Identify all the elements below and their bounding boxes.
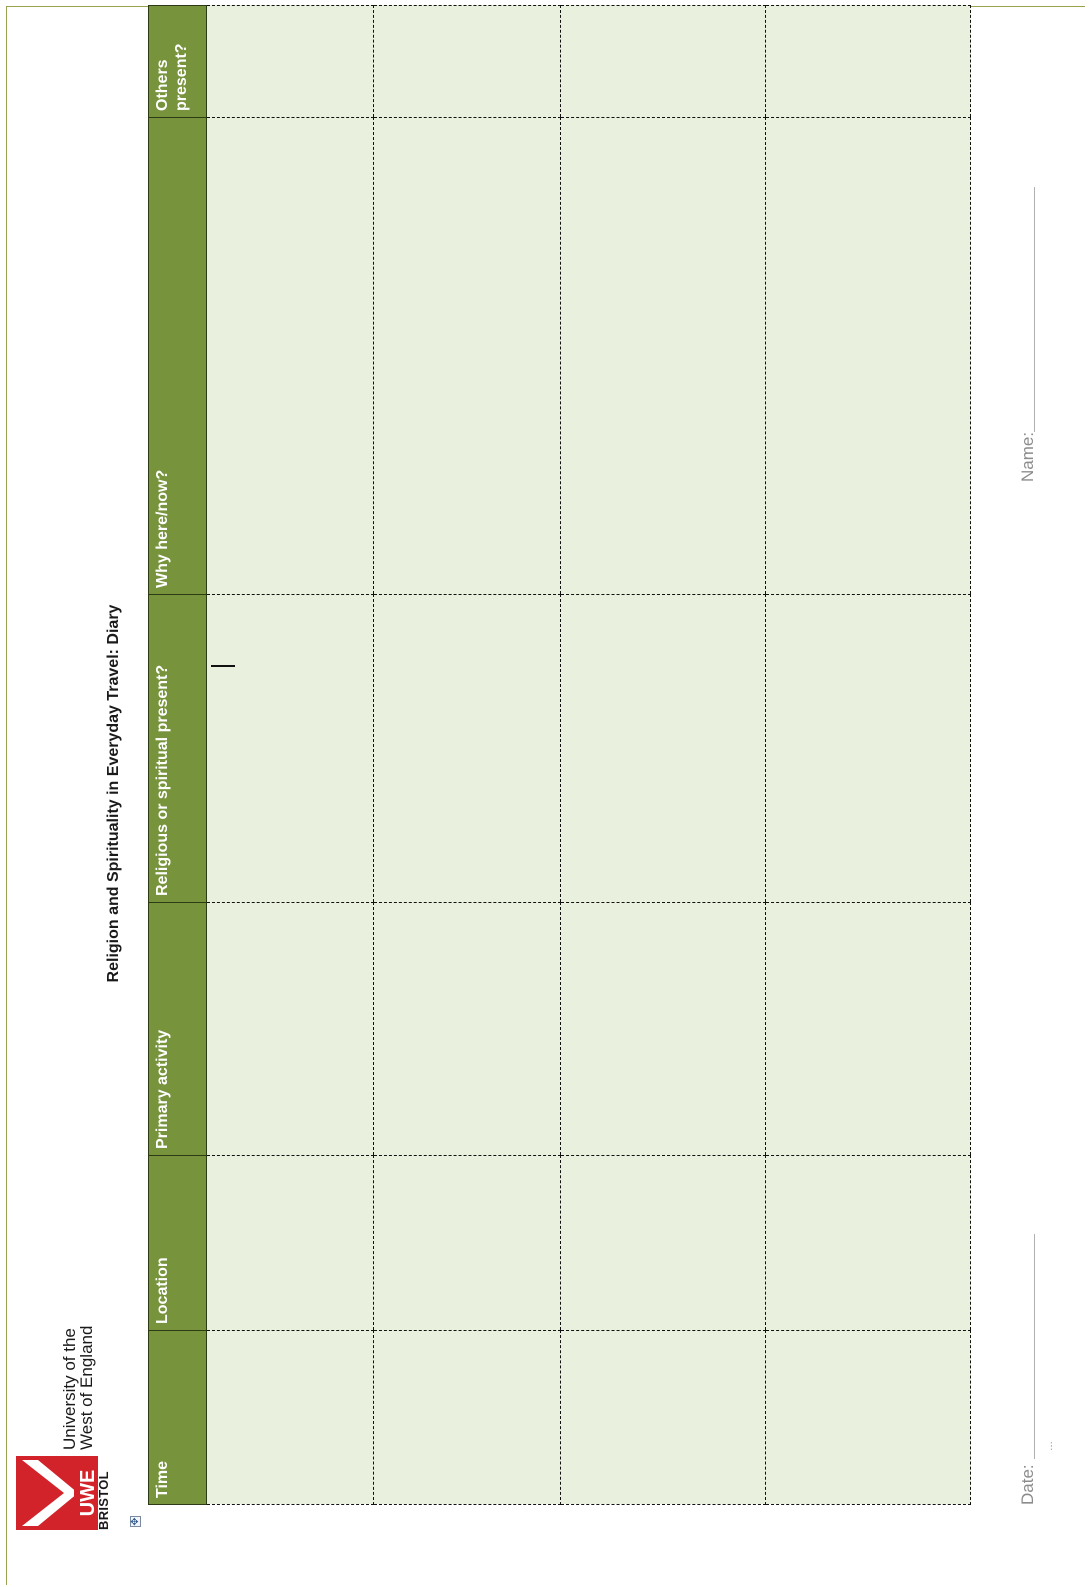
table-cell[interactable]: [373, 117, 561, 595]
logo-mark-text: UWE: [77, 1470, 98, 1517]
header-primary-activity: Primary activity: [148, 902, 207, 1156]
table-cell[interactable]: [373, 1330, 561, 1505]
table-row: [765, 5, 971, 1505]
logo-university-name: University of the West of England: [60, 1325, 96, 1450]
diary-table: Time Location Primary activity Religious…: [148, 5, 971, 1505]
table-cell[interactable]: [765, 902, 971, 1156]
table-move-handle-icon[interactable]: ✥: [130, 1516, 141, 1527]
logo-line-2: West of England: [77, 1325, 96, 1450]
table-cell[interactable]: [206, 5, 374, 118]
table-cell[interactable]: [206, 594, 374, 903]
uwe-logo-mark-icon: UWE: [16, 1456, 98, 1530]
table-cell[interactable]: [560, 594, 766, 903]
header-religious-present: Religious or spiritual present?: [148, 594, 207, 903]
header-location: Location: [148, 1155, 207, 1331]
document-title: Religion and Spirituality in Everyday Tr…: [105, 604, 122, 983]
header-time: Time: [148, 1330, 207, 1505]
logo-line-1: University of the: [60, 1328, 79, 1450]
table-cell[interactable]: [206, 1155, 374, 1331]
table-cell[interactable]: [765, 1155, 971, 1331]
table-cell[interactable]: [560, 1155, 766, 1331]
table-row: [560, 5, 766, 1505]
table-cell[interactable]: [765, 1330, 971, 1505]
table-cell[interactable]: [206, 902, 374, 1156]
table-cell[interactable]: [206, 1330, 374, 1505]
table-cell[interactable]: [373, 1155, 561, 1331]
table-cell[interactable]: [373, 902, 561, 1156]
table-cell[interactable]: [206, 117, 374, 595]
header-why-here-now: Why here/now?: [148, 117, 207, 595]
table-row: [206, 5, 374, 1505]
date-field-marker: …: [1044, 1440, 1055, 1451]
table-cell[interactable]: [765, 117, 971, 595]
table-cell[interactable]: [560, 902, 766, 1156]
name-label: Name:: [1018, 431, 1037, 482]
header-others-present: Others present?: [148, 5, 207, 118]
table-cell[interactable]: [560, 1330, 766, 1505]
date-label: Date:: [1018, 1464, 1037, 1505]
table-cell[interactable]: [765, 5, 971, 118]
table-cell[interactable]: [560, 5, 766, 118]
name-field-line[interactable]: [1034, 187, 1035, 432]
table-cell[interactable]: [765, 594, 971, 903]
university-logo: UWE BRISTOL University of the West of En…: [16, 1326, 116, 1530]
table-cell[interactable]: [373, 594, 561, 903]
table-row: [373, 5, 561, 1505]
table-cell[interactable]: [373, 5, 561, 118]
table-cell[interactable]: [560, 117, 766, 595]
text-cursor: [211, 665, 235, 667]
table-header-row: Time Location Primary activity Religious…: [148, 5, 207, 1505]
date-field-line[interactable]: [1034, 1234, 1035, 1459]
